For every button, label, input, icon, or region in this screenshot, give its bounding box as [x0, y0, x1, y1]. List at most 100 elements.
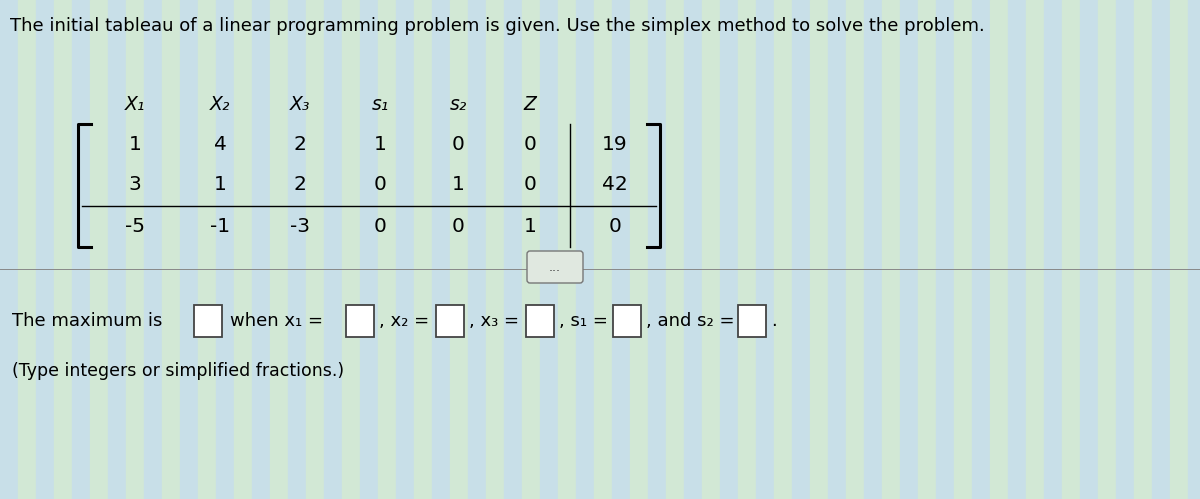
- Bar: [432, 0, 450, 499]
- Text: 3: 3: [128, 175, 142, 194]
- Bar: [648, 0, 666, 499]
- Bar: [666, 0, 684, 499]
- Text: 1: 1: [214, 175, 227, 194]
- Bar: [1008, 0, 1026, 499]
- Bar: [414, 0, 432, 499]
- Bar: [576, 0, 594, 499]
- FancyBboxPatch shape: [436, 305, 464, 337]
- Bar: [522, 0, 540, 499]
- Text: 4: 4: [214, 135, 227, 154]
- Bar: [846, 0, 864, 499]
- Bar: [1152, 0, 1170, 499]
- Text: 0: 0: [523, 135, 536, 154]
- Bar: [270, 0, 288, 499]
- Text: , and s₂ =: , and s₂ =: [646, 312, 734, 330]
- Bar: [468, 0, 486, 499]
- Text: , x₂ =: , x₂ =: [379, 312, 430, 330]
- FancyBboxPatch shape: [346, 305, 374, 337]
- Bar: [1116, 0, 1134, 499]
- Bar: [1098, 0, 1116, 499]
- Bar: [252, 0, 270, 499]
- Bar: [738, 0, 756, 499]
- Bar: [108, 0, 126, 499]
- Bar: [612, 0, 630, 499]
- Bar: [90, 0, 108, 499]
- Text: 0: 0: [451, 218, 464, 237]
- Bar: [306, 0, 324, 499]
- Bar: [54, 0, 72, 499]
- Bar: [396, 0, 414, 499]
- Bar: [126, 0, 144, 499]
- Text: 0: 0: [608, 218, 622, 237]
- Bar: [1062, 0, 1080, 499]
- Bar: [180, 0, 198, 499]
- Bar: [1026, 0, 1044, 499]
- FancyBboxPatch shape: [527, 251, 583, 283]
- Bar: [990, 0, 1008, 499]
- Text: X₁: X₁: [125, 94, 145, 113]
- Bar: [378, 0, 396, 499]
- Text: , s₁ =: , s₁ =: [559, 312, 608, 330]
- Text: 2: 2: [294, 175, 306, 194]
- FancyBboxPatch shape: [738, 305, 766, 337]
- Text: (Type integers or simplified fractions.): (Type integers or simplified fractions.): [12, 362, 344, 380]
- Bar: [756, 0, 774, 499]
- Text: 0: 0: [523, 175, 536, 194]
- Bar: [18, 0, 36, 499]
- Text: when x₁ =: when x₁ =: [230, 312, 323, 330]
- Text: Z: Z: [523, 94, 536, 113]
- Text: -3: -3: [290, 218, 310, 237]
- Bar: [234, 0, 252, 499]
- Bar: [162, 0, 180, 499]
- Bar: [702, 0, 720, 499]
- Bar: [1188, 0, 1200, 499]
- Text: The maximum is: The maximum is: [12, 312, 162, 330]
- FancyBboxPatch shape: [526, 305, 554, 337]
- Text: 0: 0: [451, 135, 464, 154]
- Text: X₂: X₂: [210, 94, 230, 113]
- Bar: [918, 0, 936, 499]
- Text: -1: -1: [210, 218, 230, 237]
- Text: 0: 0: [373, 218, 386, 237]
- Bar: [0, 0, 18, 499]
- Bar: [216, 0, 234, 499]
- Bar: [324, 0, 342, 499]
- Text: .: .: [772, 312, 776, 330]
- Text: The initial tableau of a linear programming problem is given. Use the simplex me: The initial tableau of a linear programm…: [10, 17, 985, 35]
- Bar: [684, 0, 702, 499]
- Bar: [144, 0, 162, 499]
- Bar: [810, 0, 828, 499]
- Text: 2: 2: [294, 135, 306, 154]
- Text: -5: -5: [125, 218, 145, 237]
- Text: 1: 1: [523, 218, 536, 237]
- Bar: [792, 0, 810, 499]
- Bar: [540, 0, 558, 499]
- Bar: [1170, 0, 1188, 499]
- Text: s₂: s₂: [449, 94, 467, 113]
- Bar: [1080, 0, 1098, 499]
- Text: 1: 1: [373, 135, 386, 154]
- Bar: [882, 0, 900, 499]
- Text: 1: 1: [128, 135, 142, 154]
- FancyBboxPatch shape: [613, 305, 641, 337]
- Bar: [972, 0, 990, 499]
- FancyBboxPatch shape: [194, 305, 222, 337]
- Bar: [450, 0, 468, 499]
- Bar: [72, 0, 90, 499]
- Text: , x₃ =: , x₃ =: [469, 312, 520, 330]
- Bar: [1044, 0, 1062, 499]
- Text: 19: 19: [602, 135, 628, 154]
- Text: s₁: s₁: [371, 94, 389, 113]
- Bar: [720, 0, 738, 499]
- Text: 0: 0: [373, 175, 386, 194]
- Bar: [288, 0, 306, 499]
- Text: 42: 42: [602, 175, 628, 194]
- Bar: [828, 0, 846, 499]
- Bar: [198, 0, 216, 499]
- Bar: [864, 0, 882, 499]
- Text: X₃: X₃: [290, 94, 310, 113]
- Bar: [360, 0, 378, 499]
- Bar: [900, 0, 918, 499]
- Bar: [594, 0, 612, 499]
- Bar: [504, 0, 522, 499]
